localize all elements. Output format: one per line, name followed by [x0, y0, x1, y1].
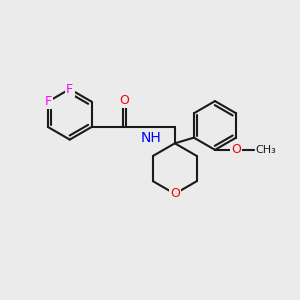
Text: CH₃: CH₃	[255, 145, 276, 155]
Text: O: O	[170, 187, 180, 200]
Text: NH: NH	[141, 131, 161, 146]
Text: O: O	[119, 94, 129, 107]
Text: O: O	[231, 143, 241, 156]
Text: F: F	[44, 95, 51, 108]
Text: F: F	[66, 82, 73, 96]
